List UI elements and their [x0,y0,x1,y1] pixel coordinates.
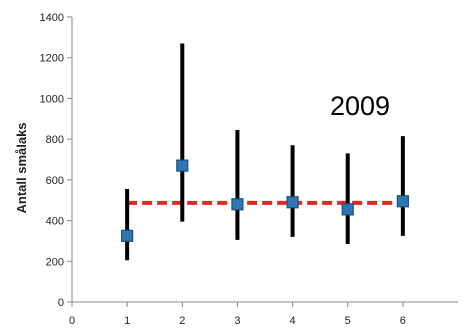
year-annotation: 2009 [330,91,390,121]
x-tick-label: 2 [179,315,185,327]
data-point-marker [341,203,354,216]
x-tick-label: 3 [234,315,240,327]
y-tick-label: 200 [46,256,64,268]
y-tick-label: 600 [46,175,64,187]
data-point-marker [396,195,409,208]
x-tick-label: 6 [400,315,406,327]
y-tick-label: 0 [58,297,64,309]
axes [67,16,458,307]
y-tick-label: 800 [46,134,64,146]
data-point-marker [121,229,134,242]
data-point-marker [286,196,299,209]
y-tick-label: 1000 [40,93,64,105]
x-tick-label: 1 [124,315,130,327]
error-bars [125,43,405,261]
x-tick-labels: 0 1 2 3 4 5 6 [69,315,406,327]
x-tick-label: 5 [345,315,351,327]
x-tick-label: 0 [69,315,75,327]
y-tick-labels: 0 200 400 600 800 1000 1200 1400 [40,12,64,309]
y-tick-label: 400 [46,216,64,228]
y-tick-label: 1400 [40,12,64,24]
x-tick-label: 4 [290,315,296,327]
y-axis-label: Antall smålaks [14,122,29,213]
data-point-marker [231,198,244,211]
y-tick-label: 1200 [40,53,64,65]
data-point-marker [176,159,189,172]
data-markers [121,159,409,242]
